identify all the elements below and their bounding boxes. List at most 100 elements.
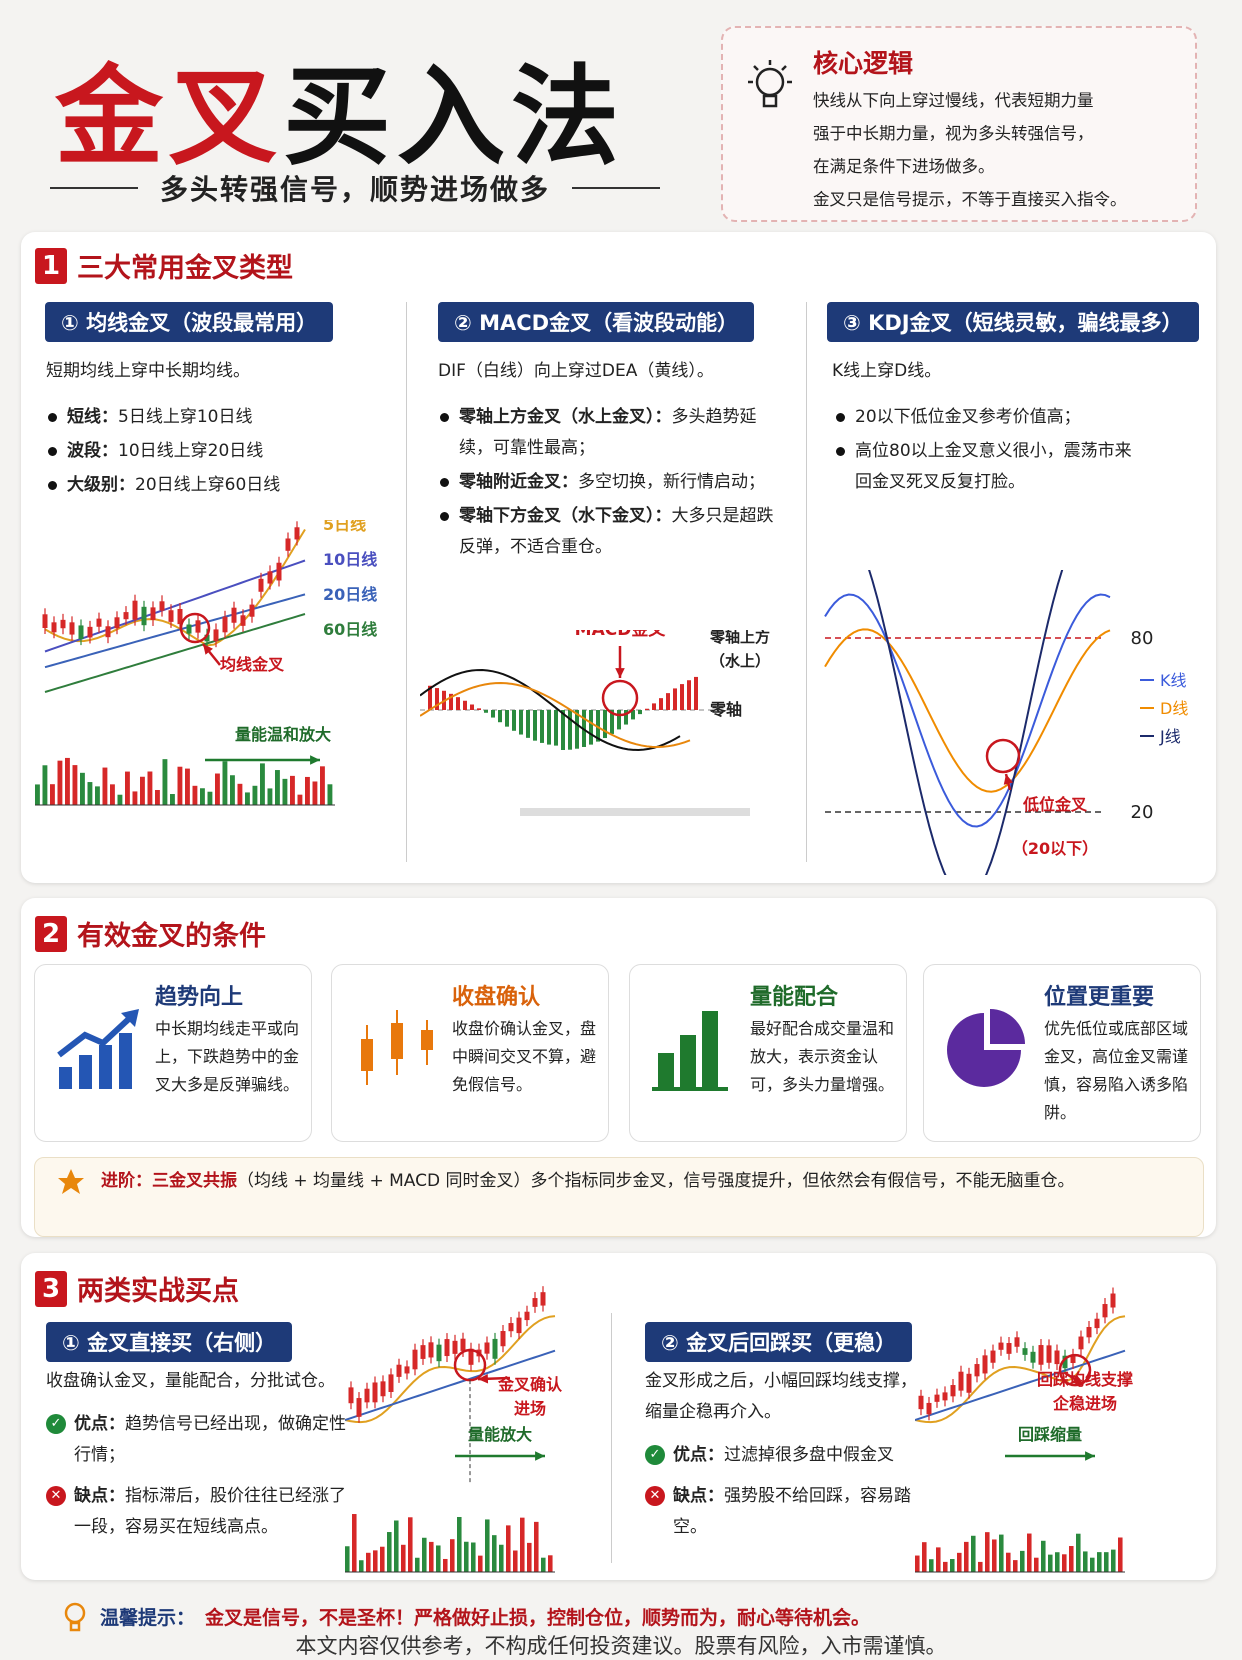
macd-bar <box>428 685 432 710</box>
volume-bar <box>290 775 295 805</box>
volume-bar <box>527 1542 532 1572</box>
volume-bar <box>1020 1550 1025 1572</box>
candle-body <box>213 629 219 642</box>
candle-body <box>436 1344 442 1362</box>
note-body: 趋势信号已经出现，做确定性行情； <box>74 1414 346 1465</box>
scroll-bar <box>520 808 750 816</box>
core-line: 在满足条件下进场做多。 <box>813 157 995 176</box>
volume-bar <box>957 1552 962 1572</box>
volume-bar <box>252 785 258 805</box>
bullet-list: 零轴上方金叉（水上金叉）：多头趋势延续，可靠性最高； 零轴附近金叉：多空切换，新行… <box>440 402 780 566</box>
candle-body <box>186 624 192 634</box>
candle-body <box>500 1331 506 1347</box>
bullet-body: 多头趋势延续，可靠性最高； <box>459 407 757 458</box>
divider <box>806 302 807 862</box>
buy-heading: ① 金叉直接买（右侧） <box>46 1322 293 1362</box>
volume-bar <box>366 1552 371 1572</box>
buy-heading: ② 金叉后回踩买（更稳） <box>645 1322 913 1362</box>
volume-bar <box>943 1561 948 1572</box>
tip-label: 温馨提示： <box>100 1606 196 1629</box>
candle-body <box>1110 1293 1116 1308</box>
tip-text: 金叉是信号，不是圣杯！严格做好止损，控制仓位，顺势而为，耐心等待机会。 <box>205 1606 871 1629</box>
volume-bar <box>1104 1552 1109 1572</box>
chart-label: 回踩缩量 <box>1018 1425 1082 1444</box>
candle-body <box>380 1381 386 1397</box>
macd-bar <box>596 710 600 742</box>
advanced-label: 进阶： <box>101 1171 152 1191</box>
card-title: 位置更重要 <box>1044 985 1155 1010</box>
bullet-dot <box>440 512 449 521</box>
volume-bar <box>387 1532 392 1572</box>
advanced-body: （均线 + 均量线 + MACD 同时金叉）多个指标同步金叉，信号强度提升，但依… <box>237 1171 1075 1191</box>
type-desc: K线上穿D线。 <box>832 361 942 381</box>
volume-bar <box>65 757 70 805</box>
volume-bar <box>185 768 190 805</box>
bullet-text: 零轴附近金叉：多空切换，新行情启动； <box>459 467 765 498</box>
candle-body <box>918 1395 924 1410</box>
volume-bar <box>125 771 130 805</box>
curve <box>44 528 306 647</box>
candle-body <box>1062 1355 1068 1369</box>
note-label: 缺点： <box>74 1486 125 1506</box>
star-icon <box>58 1169 84 1194</box>
advanced-text: 进阶：三金叉共振（均线 + 均量线 + MACD 同时金叉）多个指标同步金叉，信… <box>101 1166 1161 1197</box>
bulb-icon <box>64 1602 86 1632</box>
arrow-head <box>535 1451 545 1461</box>
volume-bar <box>408 1517 413 1572</box>
candle-body <box>1022 1348 1028 1355</box>
bullet-text: 20以下低位金叉参考价值高； <box>855 407 1081 427</box>
candle-body <box>195 620 201 633</box>
type-heading: ③ KDJ金叉（短线灵敏，骗线最多） <box>827 302 1199 342</box>
volume-bar <box>297 794 303 805</box>
volume-bar <box>1055 1552 1060 1572</box>
volume-bar <box>422 1537 427 1572</box>
core-lines: 快线从下向上穿过慢线，代表短期力量 强于中长期力量，视为多头转强信号， 在满足条件下… <box>813 84 1127 216</box>
section-heading: 2 有效金叉的条件 <box>35 914 266 953</box>
candle-body <box>524 1311 530 1321</box>
candle-body <box>364 1388 370 1403</box>
condition-card: 量能配合 最好配合成交量温和放大，表示资金认可，多头力量增强。 <box>629 964 907 1142</box>
candle-body <box>1038 1345 1044 1365</box>
candle-body <box>540 1292 546 1306</box>
volume-bar <box>140 776 145 805</box>
note: ✕ 缺点：强势股不给回踩，容易踏空。 <box>645 1481 925 1543</box>
chart-label: 零轴上方 <box>709 630 770 646</box>
arrow-head <box>310 755 320 765</box>
candle-body <box>204 634 210 642</box>
bullet-label: 短线： <box>67 407 118 427</box>
volume-bar <box>1027 1533 1032 1572</box>
volume-bar <box>541 1557 546 1572</box>
card-text: 中长期均线走平或向上，下跌趋势中的金叉大多是反弹骗线。 <box>155 1019 300 1094</box>
volume-bar <box>373 1550 378 1572</box>
macd-bar <box>533 710 537 741</box>
card-title: 量能配合 <box>750 985 839 1010</box>
candle-body <box>444 1339 450 1357</box>
volume-bar <box>1076 1533 1081 1572</box>
candle-body <box>78 625 84 640</box>
candle-body <box>484 1342 490 1354</box>
volume-bar <box>520 1517 525 1572</box>
chart-label: 80 <box>1131 628 1154 649</box>
macd-bar <box>435 688 439 710</box>
core-line: 金叉只是信号提示，不等于直接买入指令。 <box>813 190 1127 209</box>
volume-bar <box>359 1560 364 1572</box>
divider <box>406 302 407 862</box>
chart-label: 回踩均线支撑 <box>1037 1370 1133 1389</box>
bullet-body: 5日线上穿10日线 <box>118 407 253 427</box>
buy-notes: 金叉形成之后，小幅回踩均线支撑，缩量企稳再介入。 ✓ 优点：过滤掉很多盘中假金叉 ✕ 缺… <box>645 1366 925 1553</box>
volume-bar <box>35 784 40 805</box>
volume-bar <box>1090 1557 1095 1572</box>
candle-body <box>926 1402 932 1415</box>
macd-bar <box>610 710 614 734</box>
section-title: 有效金叉的条件 <box>77 921 266 952</box>
candle-body <box>141 606 147 626</box>
macd-bar <box>624 710 628 725</box>
arrow-head <box>1085 1451 1095 1461</box>
volume-bar <box>1006 1552 1011 1572</box>
candle-body <box>294 527 300 540</box>
bullet-text: 波段：10日线上穿20日线 <box>67 436 263 467</box>
volume-bar <box>450 1539 455 1572</box>
type-desc: 短期均线上穿中长期均线。 <box>46 361 250 381</box>
core-logic-box: 核心逻辑 快线从下向上穿过慢线，代表短期力量 强于中长期力量，视为多头转强信号， 在… <box>721 26 1197 222</box>
volume-bar <box>312 781 318 805</box>
